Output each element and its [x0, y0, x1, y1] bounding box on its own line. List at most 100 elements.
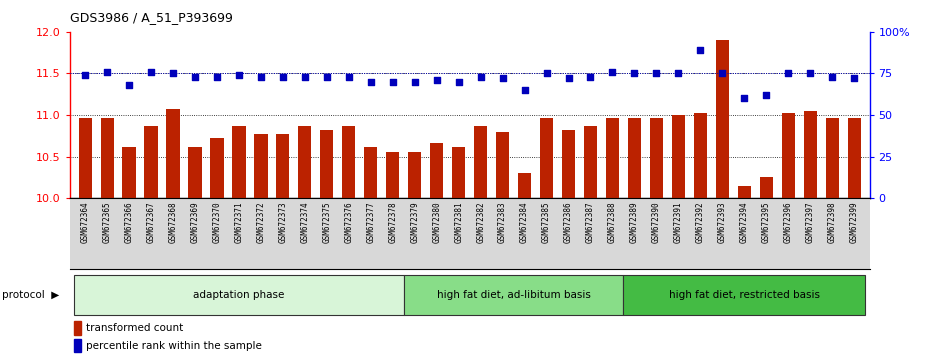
Point: [232, 72, 246, 78]
Bar: [254, 134, 268, 198]
Text: GSM672395: GSM672395: [762, 202, 771, 244]
Bar: [342, 126, 355, 198]
Point: [122, 82, 137, 88]
Bar: [408, 153, 421, 198]
Point: [364, 79, 379, 85]
Bar: [74, 275, 404, 315]
Text: GSM672366: GSM672366: [125, 202, 134, 244]
Text: GSM672393: GSM672393: [718, 202, 727, 244]
Point: [319, 74, 334, 80]
Text: GSM672367: GSM672367: [147, 202, 155, 244]
Point: [781, 71, 796, 76]
Bar: [365, 147, 378, 198]
Bar: [299, 126, 312, 198]
Point: [385, 79, 400, 85]
Text: GSM672376: GSM672376: [344, 202, 353, 244]
Text: percentile rank within the sample: percentile rank within the sample: [86, 341, 261, 350]
Point: [275, 74, 290, 80]
Point: [846, 76, 861, 81]
Point: [473, 74, 488, 80]
Point: [143, 69, 158, 75]
Point: [78, 72, 93, 78]
Bar: [474, 126, 487, 198]
Text: GSM672392: GSM672392: [696, 202, 705, 244]
Bar: [826, 118, 839, 198]
Text: protocol  ▶: protocol ▶: [2, 290, 60, 300]
Text: GSM672377: GSM672377: [366, 202, 376, 244]
Bar: [100, 118, 113, 198]
Text: adaptation phase: adaptation phase: [193, 290, 285, 300]
Bar: [320, 130, 334, 198]
Text: GSM672386: GSM672386: [564, 202, 573, 244]
Point: [495, 76, 510, 81]
Text: GSM672394: GSM672394: [739, 202, 749, 244]
Point: [561, 76, 576, 81]
Text: GSM672379: GSM672379: [410, 202, 419, 244]
Text: GSM672378: GSM672378: [388, 202, 397, 244]
Bar: [276, 134, 289, 198]
Bar: [605, 118, 619, 198]
Point: [254, 74, 269, 80]
Bar: [496, 132, 510, 198]
Bar: [650, 118, 663, 198]
Text: GSM672371: GSM672371: [234, 202, 244, 244]
Point: [649, 71, 664, 76]
Bar: [671, 115, 685, 198]
Point: [737, 96, 751, 101]
Text: transformed count: transformed count: [86, 323, 183, 333]
Text: high fat diet, restricted basis: high fat diet, restricted basis: [669, 290, 820, 300]
Bar: [760, 177, 773, 198]
Point: [627, 71, 642, 76]
Text: GSM672396: GSM672396: [784, 202, 792, 244]
Text: GSM672372: GSM672372: [257, 202, 265, 244]
Bar: [540, 118, 553, 198]
Text: GSM672382: GSM672382: [476, 202, 485, 244]
Text: GSM672374: GSM672374: [300, 202, 310, 244]
Text: GSM672397: GSM672397: [805, 202, 815, 244]
Point: [100, 69, 114, 75]
Point: [430, 77, 445, 83]
Point: [517, 87, 532, 93]
Text: GSM672370: GSM672370: [212, 202, 221, 244]
Bar: [623, 275, 865, 315]
Bar: [628, 118, 641, 198]
Text: GSM672399: GSM672399: [850, 202, 858, 244]
Bar: [386, 153, 399, 198]
Bar: [584, 126, 597, 198]
Bar: [430, 143, 444, 198]
Point: [209, 74, 224, 80]
Text: GSM672384: GSM672384: [520, 202, 529, 244]
Bar: [144, 126, 158, 198]
Bar: [210, 138, 223, 198]
Text: GSM672380: GSM672380: [432, 202, 441, 244]
Bar: [737, 186, 751, 198]
Text: high fat diet, ad-libitum basis: high fat diet, ad-libitum basis: [437, 290, 591, 300]
Point: [671, 71, 685, 76]
Bar: [781, 113, 795, 198]
Point: [166, 71, 180, 76]
Bar: [73, 339, 81, 352]
Point: [825, 74, 840, 80]
Point: [341, 74, 356, 80]
Text: GSM672373: GSM672373: [278, 202, 287, 244]
Point: [693, 47, 708, 53]
Point: [451, 79, 466, 85]
Text: GSM672375: GSM672375: [323, 202, 331, 244]
Bar: [562, 130, 575, 198]
Point: [188, 74, 203, 80]
Text: GSM672385: GSM672385: [542, 202, 551, 244]
Text: GSM672381: GSM672381: [454, 202, 463, 244]
Bar: [73, 321, 81, 335]
Bar: [404, 275, 623, 315]
Bar: [189, 147, 202, 198]
Point: [407, 79, 422, 85]
Bar: [166, 109, 179, 198]
Text: GSM672398: GSM672398: [828, 202, 837, 244]
Text: GSM672365: GSM672365: [102, 202, 112, 244]
Point: [583, 74, 598, 80]
Bar: [452, 147, 465, 198]
Text: GSM672387: GSM672387: [586, 202, 595, 244]
Point: [715, 71, 730, 76]
Text: GSM672368: GSM672368: [168, 202, 178, 244]
Bar: [78, 118, 92, 198]
